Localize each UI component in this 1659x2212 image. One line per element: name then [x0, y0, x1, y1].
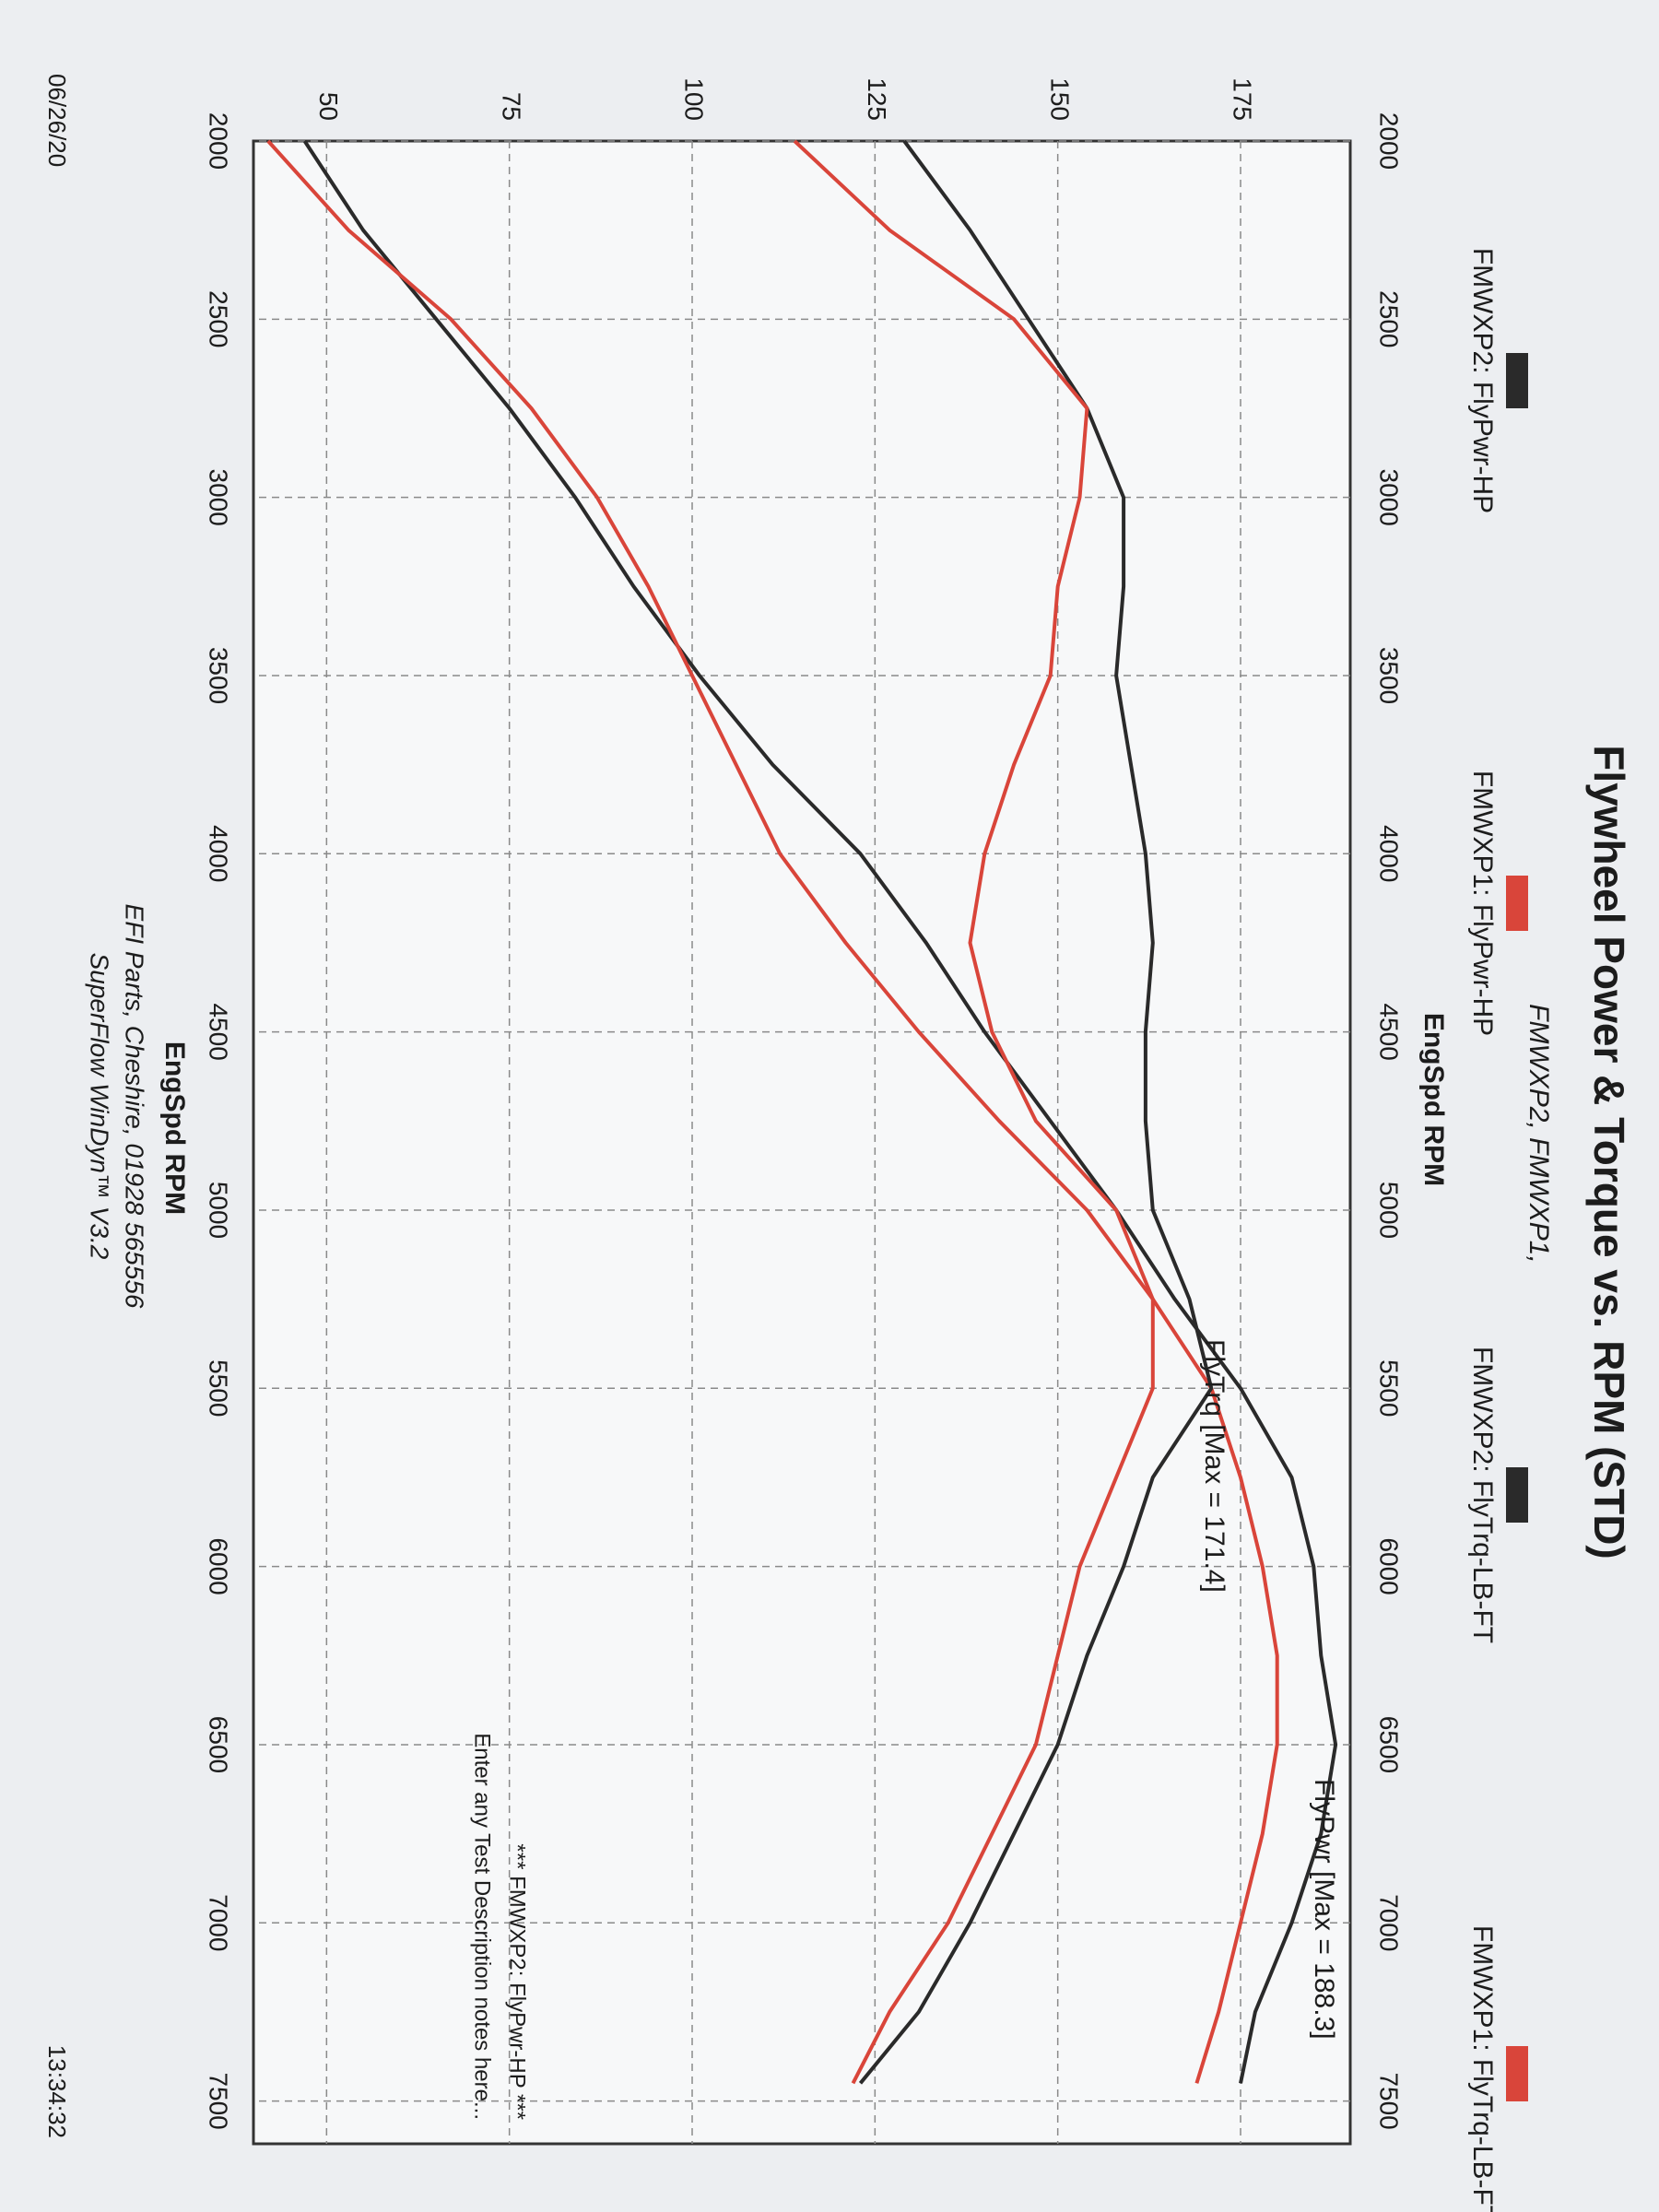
- x-axis-label-bottom: EngSpd RPM: [159, 1041, 190, 1215]
- series-line: [302, 139, 1338, 2084]
- chart-title: Flywheel Power & Torque vs. RPM (STD): [1585, 745, 1633, 1559]
- x-tick-label-top: 2500: [1375, 290, 1404, 347]
- footer-company: EFI Parts, Cheshire, 01928 565556: [121, 904, 149, 1309]
- legend-swatch: [1506, 876, 1528, 931]
- x-tick-label-bottom: 3000: [205, 469, 233, 526]
- x-tick-label-bottom: 4500: [205, 1003, 233, 1060]
- annotation: *** FMWXP2: FlyPwr-HP ***: [505, 1843, 530, 2120]
- footer-time: 13:34:32: [43, 2045, 71, 2138]
- x-axis-label-top: EngSpd RPM: [1418, 1013, 1449, 1186]
- x-tick-label-bottom: 6000: [205, 1537, 233, 1594]
- legend-label: FMWXP1: FlyTrq-LB-FT: [1467, 1925, 1498, 2212]
- series-line: [793, 139, 1155, 2085]
- legend-label: FMWXP1: FlyPwr-HP: [1467, 771, 1498, 1036]
- legend-swatch: [1506, 353, 1528, 408]
- x-tick-label-top: 7500: [1375, 2072, 1404, 2129]
- y-tick-label: 50: [314, 92, 343, 121]
- x-tick-label-top: 5000: [1375, 1182, 1404, 1239]
- x-tick-label-top: 4500: [1375, 1003, 1404, 1060]
- annotation: Enter any Test Description notes here...: [470, 1733, 495, 2120]
- chart-subtitle: FMWXP2, FMWXP1,: [1524, 1004, 1554, 1264]
- x-tick-label-bottom: 4000: [205, 825, 233, 882]
- legend-label: FMWXP2: FlyTrq-LB-FT: [1467, 1347, 1498, 1643]
- x-tick-label-top: 7000: [1375, 1894, 1404, 1951]
- legend-label: FMWXP2: FlyPwr-HP: [1467, 248, 1498, 513]
- footer-software: SuperFlow WinDyn™ V3.2: [86, 953, 114, 1260]
- x-tick-label-bottom: 7500: [205, 2072, 233, 2129]
- plot-area: [252, 139, 1352, 2146]
- annotation: FlyTrq [Max = 171.4]: [1199, 1339, 1230, 1593]
- legend-swatch: [1506, 2046, 1528, 2101]
- rotated-chart: Flywheel Power & Torque vs. RPM (STD) FM…: [43, 74, 1633, 2212]
- x-tick-label-bottom: 7000: [205, 1894, 233, 1951]
- y-tick-label: 75: [497, 92, 525, 121]
- series-line: [266, 139, 1279, 2084]
- y-tick-label: 175: [1229, 77, 1257, 121]
- x-tick-label-top: 3500: [1375, 647, 1404, 704]
- x-tick-label-top: 6500: [1375, 1716, 1404, 1773]
- x-tick-label-bottom: 2500: [205, 290, 233, 347]
- footer-date: 06/26/20: [43, 74, 71, 167]
- x-tick-label-top: 6000: [1375, 1537, 1404, 1594]
- x-tick-label-bottom: 3500: [205, 647, 233, 704]
- x-tick-label-bottom: 2000: [205, 112, 233, 170]
- x-tick-label-bottom: 6500: [205, 1716, 233, 1773]
- legend-swatch: [1506, 1467, 1528, 1523]
- x-tick-label-top: 3000: [1375, 469, 1404, 526]
- x-tick-label-bottom: 5500: [205, 1359, 233, 1417]
- x-tick-label-top: 4000: [1375, 825, 1404, 882]
- x-tick-label-top: 5500: [1375, 1359, 1404, 1417]
- series-line: [858, 139, 1214, 2085]
- y-tick-label: 125: [863, 77, 891, 121]
- x-tick-label-bottom: 5000: [205, 1182, 233, 1239]
- x-tick-label-top: 2000: [1375, 112, 1404, 170]
- y-tick-label: 100: [680, 77, 709, 121]
- annotation: FlyPwr [Max = 188.3]: [1309, 1779, 1339, 2040]
- y-tick-label: 150: [1045, 77, 1074, 121]
